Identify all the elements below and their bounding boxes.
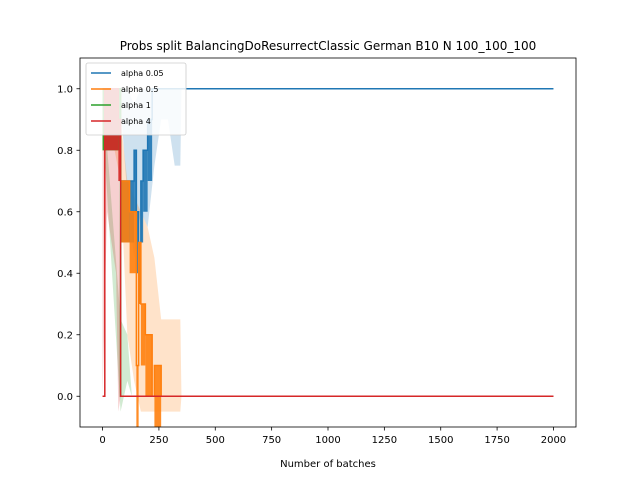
step-block-alpha-0-05	[147, 119, 153, 181]
step-block-alpha-0-5	[145, 334, 153, 397]
step-block-alpha-0-5	[129, 211, 137, 274]
legend-box	[85, 62, 187, 136]
y-tick-label: 0.8	[57, 146, 73, 157]
band-alpha-4	[102, 88, 121, 412]
legend-entry: alpha 4	[121, 117, 151, 126]
y-tick-label: 0.4	[57, 269, 73, 280]
x-axis: 0 250 500 750 1000 1250 1500 1750 2000	[99, 427, 566, 446]
y-axis: 0.0 0.2 0.4 0.6 0.8 1.0	[57, 84, 80, 403]
x-tick-label: 750	[262, 435, 281, 446]
x-tick-label: 2000	[541, 435, 566, 446]
x-tick-label: 1750	[484, 435, 509, 446]
step-block-alpha-4	[118, 119, 121, 181]
band-alpha-1	[102, 88, 132, 412]
confidence-bands	[102, 88, 182, 412]
y-tick-label: 0.6	[57, 207, 73, 218]
step-block-alpha-0-05	[143, 150, 148, 212]
x-tick-label: 500	[206, 435, 225, 446]
step-block-alpha-0-5	[140, 304, 146, 366]
legend-entry: alpha 0.5	[121, 85, 158, 94]
legend: alpha 0.05 alpha 0.5 alpha 1 alpha 4	[85, 62, 187, 136]
legend-entry: alpha 1	[121, 101, 151, 110]
chart-title: Probs split BalancingDoResurrectClassic …	[120, 39, 537, 53]
band-alpha-0-5	[102, 88, 182, 412]
legend-entry: alpha 0.05	[121, 69, 164, 78]
x-tick-label: 1500	[428, 435, 453, 446]
x-tick-label: 0	[99, 435, 105, 446]
step-block-alpha-0-05	[136, 211, 139, 274]
x-axis-label: Number of batches	[280, 459, 376, 470]
step-block-alpha-0-5	[120, 181, 130, 243]
y-tick-label: 0.2	[57, 330, 73, 341]
y-tick-label: 0.0	[57, 392, 73, 403]
x-tick-label: 1250	[372, 435, 397, 446]
step-block-alpha-0-05	[140, 181, 144, 243]
step-block-alpha-0-05	[134, 150, 137, 212]
x-tick-label: 250	[149, 435, 168, 446]
band-alpha-0-05	[102, 88, 182, 258]
x-tick-label: 1000	[315, 435, 340, 446]
step-block-alpha-0-5	[138, 242, 141, 304]
y-tick-label: 1.0	[57, 84, 73, 95]
